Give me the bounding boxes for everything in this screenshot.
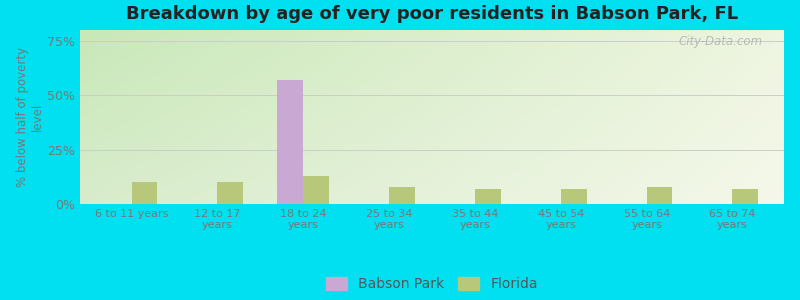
Bar [646, 187, 672, 204]
Bar [131, 182, 158, 204]
Bar [303, 176, 329, 204]
Bar [733, 189, 758, 204]
Title: Breakdown by age of very poor residents in Babson Park, FL: Breakdown by age of very poor residents … [126, 5, 738, 23]
Bar [278, 80, 303, 204]
Bar [561, 189, 586, 204]
Bar [389, 187, 415, 204]
Bar [218, 182, 243, 204]
Text: City-Data.com: City-Data.com [678, 35, 763, 48]
Y-axis label: % below half of poverty
level: % below half of poverty level [16, 47, 44, 187]
Bar [475, 189, 501, 204]
Legend: Babson Park, Florida: Babson Park, Florida [326, 277, 538, 291]
